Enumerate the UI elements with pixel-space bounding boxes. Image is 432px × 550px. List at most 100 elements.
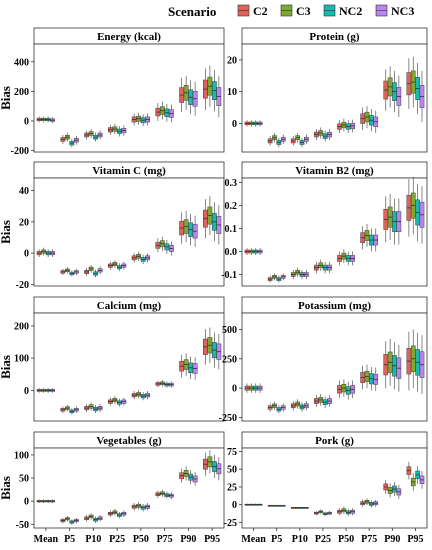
box-nc3-p5 xyxy=(280,504,286,507)
y-tick-label: 25 xyxy=(227,482,237,493)
box-nc3-p90 xyxy=(192,81,198,116)
box-nc3-p95 xyxy=(419,186,425,244)
x-tick-label: Mean xyxy=(34,534,59,545)
box-nc3-mean xyxy=(257,383,263,393)
box-c3-p50 xyxy=(136,251,142,261)
box-nc3-p50 xyxy=(350,508,355,516)
box-c2-p10 xyxy=(84,130,90,140)
box-c2-p25 xyxy=(108,261,113,270)
box-nc2-p5 xyxy=(276,137,282,148)
y-tick-label: 20 xyxy=(227,55,237,66)
x-tick-label: P50 xyxy=(338,534,354,545)
box-c3-p25 xyxy=(112,396,118,405)
box-c3-p10 xyxy=(88,264,94,273)
box-nc3-p75 xyxy=(373,110,379,133)
box-nc3-mean xyxy=(257,120,263,127)
box-c3-p25 xyxy=(318,394,324,406)
box-nc2-p5 xyxy=(276,504,282,507)
x-tick-label: P95 xyxy=(407,534,423,545)
box-c3-mean xyxy=(41,499,47,504)
box-nc3-p10 xyxy=(304,269,309,280)
panel-title: Calcium (mg) xyxy=(97,300,162,312)
box-nc3-p50 xyxy=(350,119,355,133)
box-nc3-mean xyxy=(50,249,55,258)
x-tick-label: P25 xyxy=(315,534,331,545)
box-c3-p90 xyxy=(183,466,189,481)
box-c2-p10 xyxy=(84,268,90,276)
panel-1: Energy (kcal) -200 0 200 400 Bias xyxy=(0,27,225,157)
box-nc3-p25 xyxy=(121,397,127,406)
box-c3-p5 xyxy=(64,132,70,142)
panel-7: Vegetables (g) -50 0 50 100 Bias Mean P5 P10 P25 P… xyxy=(0,431,225,545)
box-c2-p95 xyxy=(406,179,412,237)
x-tick-label: Mean xyxy=(241,534,266,545)
box-nc3-p5 xyxy=(73,406,79,413)
legend-title: Scenario xyxy=(168,4,216,19)
panel-title: Vitamin B2 (mg) xyxy=(295,165,374,177)
box-c3-p95 xyxy=(207,65,213,107)
y-tick-label: 10 xyxy=(227,87,237,98)
box-c2-p5 xyxy=(267,504,273,507)
plot-area xyxy=(241,447,428,529)
plot-area xyxy=(33,447,225,529)
box-nc3-p75 xyxy=(373,499,379,507)
box-nc3-p50 xyxy=(145,253,150,263)
y-tick-label: -20 xyxy=(16,280,29,291)
box-nc3-p90 xyxy=(192,472,198,486)
y-tick-label: 500 xyxy=(222,325,237,336)
box-nc3-p90 xyxy=(396,344,402,392)
box-nc2-p10 xyxy=(299,137,305,148)
box-c2-p90 xyxy=(383,479,389,495)
box-c3-p75 xyxy=(159,489,165,497)
box-nc2-p5 xyxy=(69,138,75,148)
box-nc3-p90 xyxy=(192,215,198,247)
y-tick-label: 50 xyxy=(227,465,237,476)
y-tick-label: 0 xyxy=(232,500,237,511)
box-nc3-p10 xyxy=(304,134,309,145)
box-nc3-p25 xyxy=(121,261,127,270)
box-c2-p10 xyxy=(84,515,90,522)
y-tick-label: 100 xyxy=(14,354,29,365)
box-c2-mean xyxy=(244,503,250,506)
box-nc3-p5 xyxy=(73,135,79,145)
box-nc2-p75 xyxy=(164,491,170,499)
box-nc3-p90 xyxy=(396,484,402,499)
y-tick-label: -50 xyxy=(16,520,29,531)
box-nc3-p25 xyxy=(327,128,332,141)
panel-4: Vitamin B2 (mg) -0.1 0.0 0.1 0.2 0.3 xyxy=(221,161,428,287)
panel-5: Calcium (mg) 0 100 200 Bias xyxy=(0,296,225,422)
y-tick-label: -200 xyxy=(11,146,29,157)
box-nc3-p10 xyxy=(97,130,103,140)
box-nc3-p25 xyxy=(327,511,332,516)
box-nc3-p50 xyxy=(350,251,355,266)
box-c3-mean xyxy=(41,387,47,393)
y-axis-label: Bias xyxy=(0,476,13,500)
x-tick-label: P90 xyxy=(180,534,196,545)
box-nc3-p25 xyxy=(327,395,332,407)
box-c2-p10 xyxy=(84,404,90,413)
panel-title: Pork (g) xyxy=(315,435,354,447)
box-nc3-p75 xyxy=(168,241,174,256)
panel-6: Potassium (mg) -250 0 250 500 xyxy=(219,296,428,424)
x-tick-label: P5 xyxy=(271,534,282,545)
box-c3-p95 xyxy=(207,327,213,363)
box-nc3-p5 xyxy=(73,517,79,524)
box-nc3-p90 xyxy=(396,198,402,245)
box-nc2-p25 xyxy=(322,130,328,142)
y-tick-label: 50 xyxy=(19,474,29,485)
box-nc3-p25 xyxy=(121,125,127,136)
box-c2-p5 xyxy=(267,136,273,146)
y-tick-label: 0 xyxy=(24,386,29,397)
box-c2-p10 xyxy=(290,401,296,411)
y-tick-label: 250 xyxy=(222,354,237,365)
legend-item-c3: C3 xyxy=(280,4,311,18)
box-c2-p5 xyxy=(267,403,273,412)
box-nc3-mean xyxy=(257,248,263,255)
y-tick-label: 75 xyxy=(227,447,237,458)
y-tick-label: 40 xyxy=(19,186,29,197)
box-nc3-p10 xyxy=(304,401,309,411)
y-tick-label: -25 xyxy=(224,518,237,529)
